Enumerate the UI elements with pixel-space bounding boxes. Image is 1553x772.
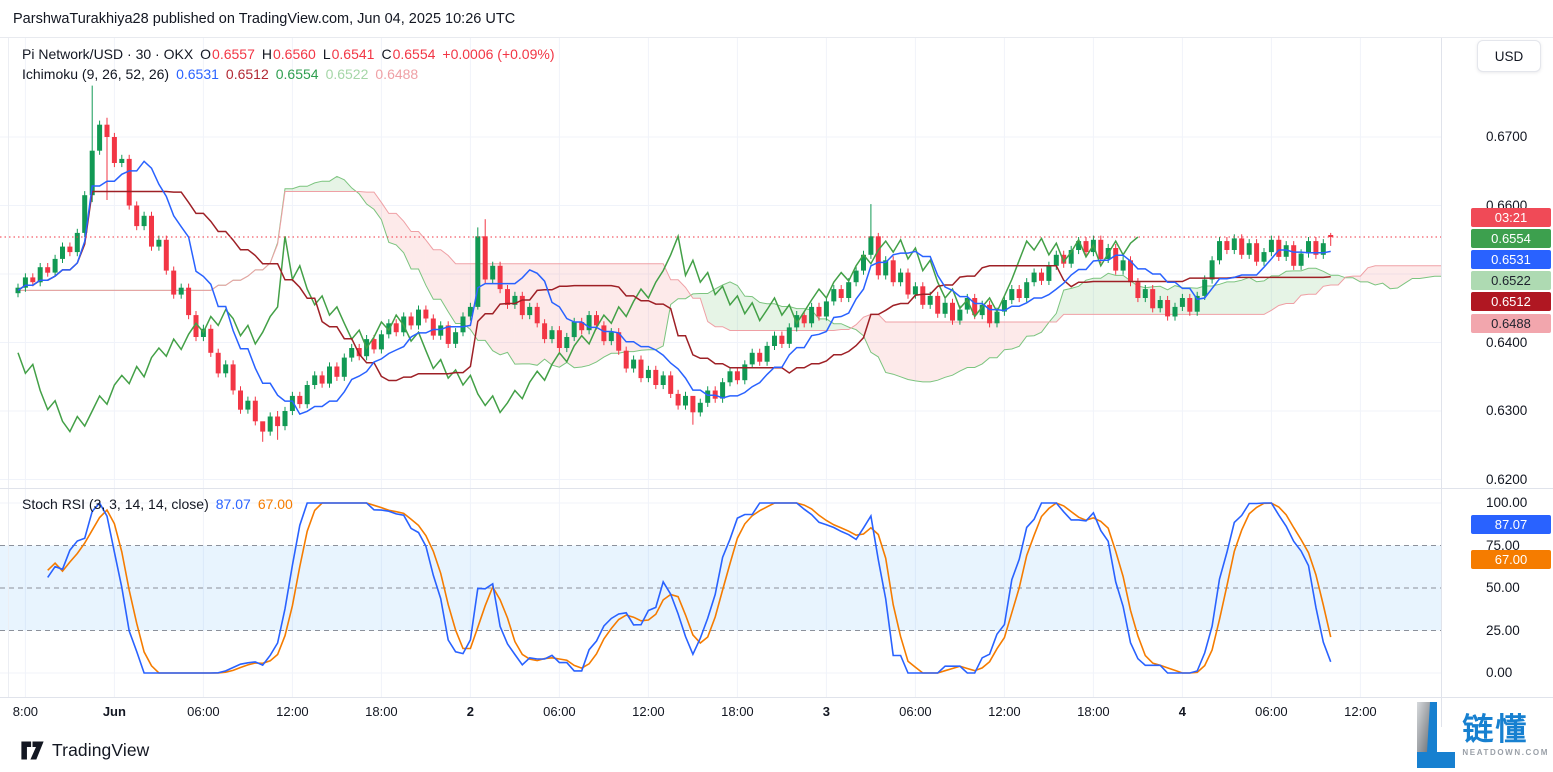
ichimoku-legend: Ichimoku (9, 26, 52, 26) 0.6531 0.6512 0… <box>22 66 418 82</box>
time-axis-label: 4 <box>1178 704 1187 719</box>
neatdown-watermark-text: 链懂 NEATDOWN.COM <box>1462 714 1549 757</box>
time-axis-label: 2 <box>466 704 475 719</box>
rsi-axis-label: 0.00 <box>1486 665 1513 680</box>
ichimoku-base-badge: 0.6512 <box>1471 292 1551 312</box>
last-price-badge: 0.6554 <box>1471 228 1551 248</box>
base-line-value: 0.6512 <box>225 66 269 82</box>
price-change: +0.0006 (+0.09%) <box>442 46 555 62</box>
time-axis-label: 12:00 <box>988 704 1021 719</box>
time-axis-label: 18:00 <box>365 704 398 719</box>
stoch-k-value: 87.07 <box>215 496 251 512</box>
time-axis-label: 18:00 <box>721 704 754 719</box>
rsi-axis-label: 50.00 <box>1486 580 1520 595</box>
price-axis-label: 0.6200 <box>1486 471 1528 487</box>
time-axis-label: 3 <box>822 704 831 719</box>
bar-countdown-badge: 03:21 <box>1471 207 1551 227</box>
ohlc-low: L 0.6541 <box>322 46 375 62</box>
tradingview-brand-link[interactable]: TradingView <box>20 740 149 761</box>
ichimoku-title: Ichimoku (9, 26, 52, 26) <box>22 66 170 82</box>
conversion-line-value: 0.6531 <box>176 66 219 82</box>
time-axis-label: 06:00 <box>543 704 576 719</box>
publish-header-text: ParshwaTurakhiya28 published on TradingV… <box>13 10 516 27</box>
leading-span-b-value: 0.6488 <box>375 66 419 82</box>
ichimoku-lead-a-badge: 0.6522 <box>1471 271 1551 291</box>
time-axis-label: 12:00 <box>632 704 665 719</box>
symbol-title: Pi Network/USD · 30 · OKX <box>22 46 194 62</box>
stoch-d-value: 67.00 <box>257 496 293 512</box>
rsi-axis-label: 25.00 <box>1486 622 1520 638</box>
stoch-d-badge: 67.00 <box>1471 549 1551 569</box>
time-axis-label: 06:00 <box>187 704 220 719</box>
time-axis-label: 18:00 <box>1077 704 1110 719</box>
publish-header: ParshwaTurakhiya28 published on TradingV… <box>0 0 1553 38</box>
neatdown-watermark-title: 链懂 <box>1462 711 1529 747</box>
symbol-legend: Pi Network/USD · 30 · OKX O 0.6557 H 0.6… <box>22 46 555 62</box>
lagging-span-value: 0.6554 <box>275 66 319 82</box>
ohlc-open: O 0.6557 <box>200 46 255 62</box>
rsi-axis-label: 75.00 <box>1486 537 1520 553</box>
time-axis-label: 8:00 <box>12 704 39 719</box>
rsi-axis-label: 100.00 <box>1486 495 1528 510</box>
time-axis[interactable]: 8:00 Jun 06:00 12:00 18:00 2 06:00 12:00 18:00 3 0… <box>0 697 1441 727</box>
leading-span-a-value: 0.6522 <box>325 66 369 82</box>
time-axis-label: Jun <box>102 704 126 719</box>
ichimoku-lead-b-badge: 0.6488 <box>1471 313 1551 333</box>
time-axis-label: 06:00 <box>899 704 932 719</box>
neatdown-logo-icon <box>1411 702 1456 768</box>
ichimoku-conversion-badge: 0.6531 <box>1471 249 1551 269</box>
stoch-rsi-title: Stoch RSI (3, 3, 14, 14, close) <box>22 496 209 512</box>
price-axis-label: 0.6300 <box>1486 403 1528 418</box>
price-axis-label: 0.6400 <box>1486 334 1528 350</box>
tradingview-brand-label: TradingView <box>52 740 150 760</box>
time-axis-label: 12:00 <box>276 704 309 719</box>
bottom-bar: TradingView 链懂 NEATDOWN.COM <box>0 702 1553 772</box>
stoch-k-badge: 87.07 <box>1471 515 1551 535</box>
ohlc-high: H 0.6560 <box>261 46 316 62</box>
time-axis-label: 12:00 <box>1344 704 1377 719</box>
stoch-rsi-legend: Stoch RSI (3, 3, 14, 14, close) 87.07 67… <box>22 496 293 512</box>
price-axis[interactable]: 0.6700 0.6600 0.6400 0.6300 0.6200 100.00 75.0… <box>1441 37 1553 697</box>
neatdown-watermark-subtitle: NEATDOWN.COM <box>1462 747 1549 757</box>
time-axis-label: 06:00 <box>1255 704 1288 719</box>
tradingview-logo-icon <box>20 740 45 761</box>
neatdown-watermark: 链懂 NEATDOWN.COM <box>1411 702 1549 768</box>
price-axis-label: 0.6700 <box>1486 129 1528 144</box>
ohlc-close: C 0.6554 <box>381 46 436 62</box>
currency-toggle-button[interactable]: USD <box>1477 40 1541 72</box>
